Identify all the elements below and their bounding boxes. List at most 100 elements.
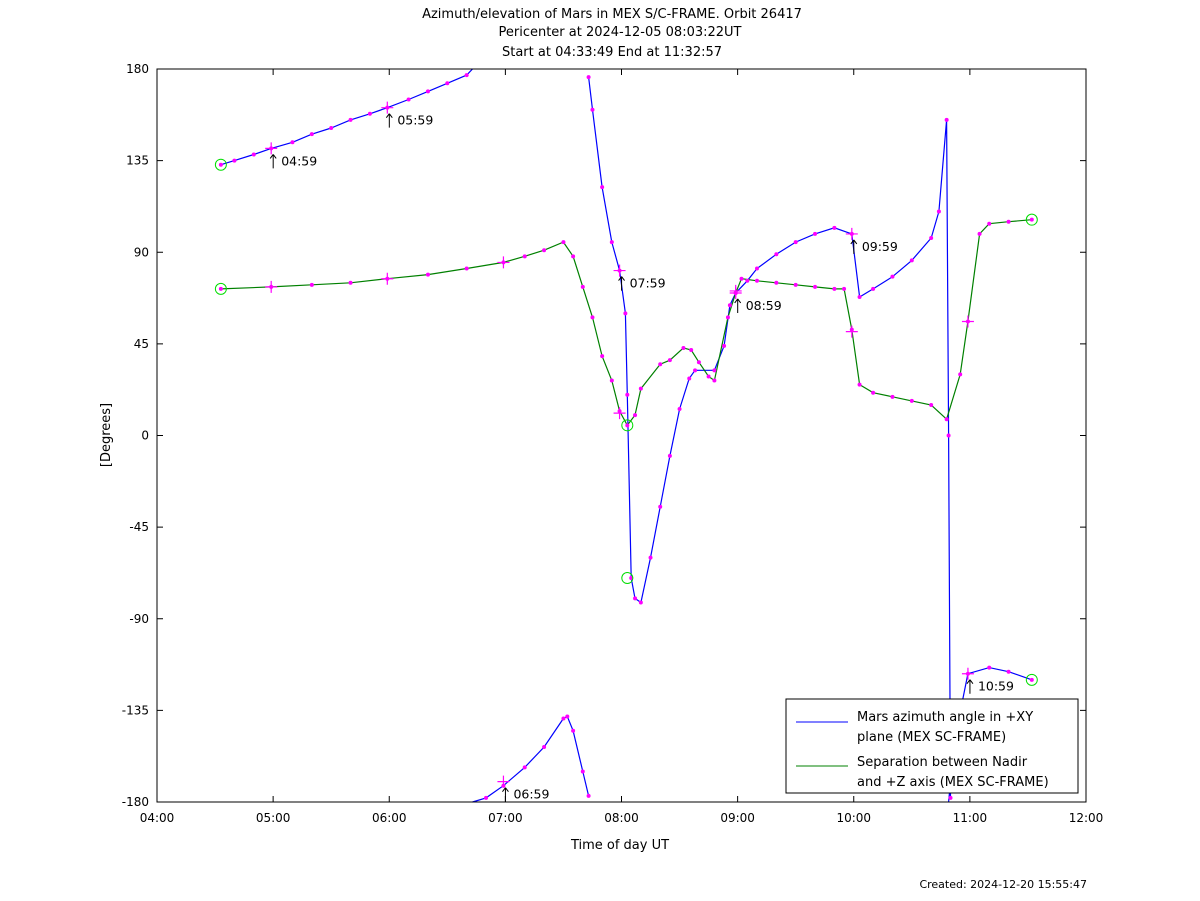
data-point (739, 276, 744, 281)
data-point (1029, 677, 1034, 682)
data-point (309, 132, 314, 137)
annotation-arrow (966, 679, 974, 694)
data-point (936, 209, 941, 214)
data-point (842, 286, 847, 291)
data-point (909, 398, 914, 403)
data-point (600, 185, 605, 190)
data-point (754, 278, 759, 283)
y-tick-label: 0 (141, 429, 149, 443)
y-axis: 180 135 90 45 0 -45 -90 -135 -180 (122, 62, 1086, 809)
data-point (638, 600, 643, 605)
data-point (580, 769, 585, 774)
chart-title-line-1: Azimuth/elevation of Mars in MEX S/C-FRA… (422, 7, 802, 22)
x-tick-label: 11:00 (953, 811, 988, 825)
annotation-arrow (734, 298, 742, 313)
hour-cross (265, 142, 278, 155)
data-point (484, 795, 489, 800)
data-point (693, 368, 698, 373)
endpoint-marker (621, 572, 634, 585)
data-point (929, 235, 934, 240)
data-point (590, 107, 595, 112)
data-point (681, 345, 686, 350)
data-point (625, 392, 630, 397)
data-point (929, 402, 934, 407)
data-point (309, 282, 314, 287)
endpoint-marker (621, 419, 634, 432)
annotation-label: 06:59 (513, 787, 549, 802)
data-point (727, 303, 732, 308)
x-axis: 04:00 05:00 06:00 07:00 08:00 09:00 10:00 11:00… (140, 69, 1103, 825)
data-point (696, 360, 701, 365)
legend: Mars azimuth angle in +XY plane (MEX SC-… (785, 698, 1079, 794)
hour-cross (497, 775, 510, 788)
hour-cross (961, 315, 974, 328)
data-point (677, 407, 682, 412)
hour-cross (729, 284, 742, 297)
data-point (600, 354, 605, 359)
hour-cross (961, 667, 974, 680)
endpoint-marker (1025, 673, 1038, 686)
x-tick-label: 09:00 (720, 811, 755, 825)
data-point (712, 378, 717, 383)
y-tick-label: 90 (134, 245, 149, 259)
data-point (754, 266, 759, 271)
data-point (712, 368, 717, 373)
y-tick-label: 135 (126, 154, 149, 168)
annotation-label: 09:59 (862, 239, 898, 254)
data-point (445, 81, 450, 86)
chart-title-line-2: Pericenter at 2024-12-05 08:03:22UT (498, 25, 741, 40)
annotation-label: 10:59 (978, 679, 1014, 694)
data-point (944, 417, 949, 422)
data-point (425, 89, 430, 94)
data-point (774, 280, 779, 285)
data-point (638, 386, 643, 391)
hour-cross (613, 264, 626, 277)
legend-box (785, 698, 1079, 794)
data-point (348, 117, 353, 122)
data-point (909, 258, 914, 263)
hour-cross (613, 407, 626, 420)
data-point (633, 596, 638, 601)
annotation-label: 05:59 (397, 113, 433, 128)
data-point (232, 158, 237, 163)
data-point (464, 266, 469, 271)
data-point (561, 240, 566, 245)
data-point (522, 254, 527, 259)
x-tick-label: 07:00 (488, 811, 523, 825)
y-tick-label: -90 (129, 612, 149, 626)
hour-cross (265, 280, 278, 293)
legend-label-azimuth-1: Mars azimuth angle in +XY (857, 710, 1033, 725)
data-point (1006, 669, 1011, 674)
data-point (832, 225, 837, 230)
data-point (832, 286, 837, 291)
hour-cross (497, 256, 510, 269)
data-point (871, 390, 876, 395)
created-timestamp: Created: 2024-12-20 15:55:47 (919, 878, 1087, 891)
y-axis-label: [Degrees] (99, 403, 114, 467)
data-point (290, 140, 295, 145)
endpoint-marker (214, 282, 227, 295)
data-point (813, 284, 818, 289)
data-point (948, 795, 953, 800)
data-point (329, 126, 334, 131)
data-point (218, 286, 223, 291)
data-point (580, 284, 585, 289)
data-point (813, 231, 818, 236)
data-point (561, 716, 566, 721)
x-tick-label: 05:00 (256, 811, 291, 825)
data-point (367, 111, 372, 116)
data-point (658, 362, 663, 367)
data-point (857, 295, 862, 300)
legend-label-separation-2: and +Z axis (MEX SC-FRAME) (857, 775, 1049, 790)
annotations: 04:59 05:59 06:59 07:59 08:59 09:59 10:59 (269, 113, 1014, 802)
data-point (725, 315, 730, 320)
chart-title-line-3: Start at 04:33:49 End at 11:32:57 (502, 45, 722, 60)
endpoint-marker (214, 158, 227, 171)
data-point (542, 745, 547, 750)
series-lines (220, 68, 1032, 803)
data-point (944, 117, 949, 122)
y-tick-label: -45 (129, 520, 149, 534)
data-point (1006, 219, 1011, 224)
series-line-0 (220, 68, 1032, 803)
